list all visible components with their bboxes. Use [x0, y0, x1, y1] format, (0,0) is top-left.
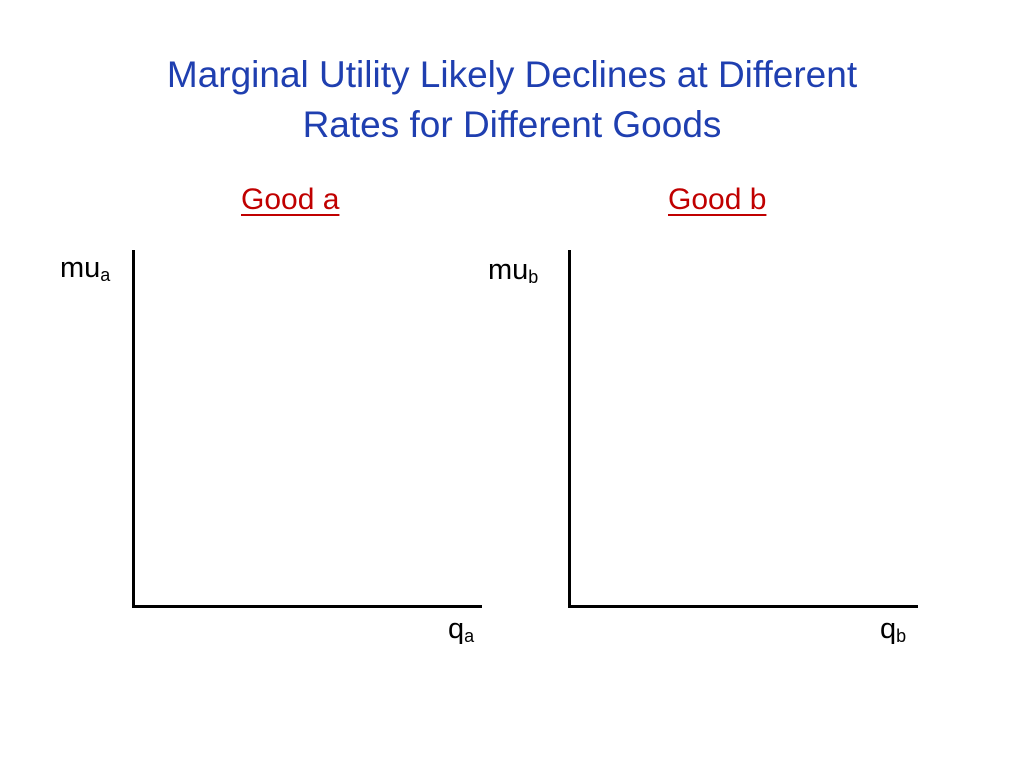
y-axis-label-subscript: a	[100, 265, 111, 285]
x-axis-label-base: q	[880, 613, 897, 645]
x-axis-label-subscript: b	[896, 626, 907, 646]
y-axis-label-base: mu	[60, 252, 101, 284]
y-axis-label-good-b: mub	[488, 254, 539, 287]
x-axis-label-good-b: qb	[880, 613, 907, 646]
slide-title: Marginal Utility Likely Declines at Diff…	[0, 50, 1024, 150]
panel-heading-good-a: Good a	[241, 183, 340, 216]
y-axis-label-base: mu	[488, 254, 529, 286]
x-axis-label-good-a: qa	[448, 613, 475, 646]
slide-title-line-1: Marginal Utility Likely Declines at Diff…	[166, 54, 858, 95]
x-axis-label-subscript: a	[464, 626, 475, 646]
slide-title-line-2: Rates for Different Goods	[302, 104, 722, 145]
x-axis-good-b	[568, 605, 918, 608]
y-axis-good-b	[568, 250, 571, 608]
y-axis-label-subscript: b	[528, 267, 539, 287]
y-axis-good-a	[132, 250, 135, 608]
x-axis-good-a	[132, 605, 482, 608]
panel-heading-good-b: Good b	[668, 183, 767, 216]
x-axis-label-base: q	[448, 613, 465, 645]
y-axis-label-good-a: mua	[60, 252, 111, 285]
